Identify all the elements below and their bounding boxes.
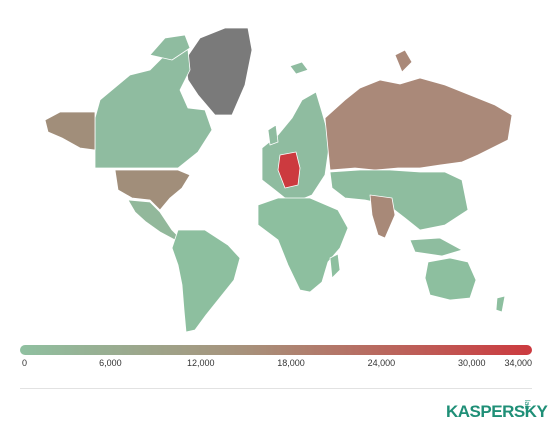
region-usa [114,169,191,211]
world-map [44,27,513,333]
region-canada [94,44,213,169]
region-europe [289,61,309,75]
region-germany [277,151,301,189]
region-asia [329,169,469,231]
region-russia [324,77,513,171]
scale-tick-label: 0 [22,358,28,368]
scale-tick-label: 18,000 [277,358,305,368]
region-canada [149,34,191,61]
logo-wordmark: KASPERSKY [446,402,548,421]
region-mexico [127,199,181,241]
scale-tick-label: 34,000 [504,358,532,368]
divider [20,388,532,389]
logo-lab-text: lab [523,400,530,410]
region-greenland [184,27,253,116]
region-africa [329,253,341,279]
region-india [369,194,396,239]
scale-tick-label: 6,000 [99,358,122,368]
scale-tick-label: 24,000 [367,358,396,368]
kaspersky-logo: KASPERSKY lab [446,400,548,424]
region-asia [409,237,463,257]
region-africa [257,197,349,293]
region-south-america [171,229,241,333]
color-scale-bar [20,345,532,355]
region-australia [424,257,477,301]
region-alaska [44,111,96,151]
region-russia [394,49,413,73]
region-europe [267,124,279,146]
region-australia [495,295,506,313]
scale-tick-label: 30,000 [457,358,486,368]
scale-tick-label: 12,000 [186,358,215,368]
